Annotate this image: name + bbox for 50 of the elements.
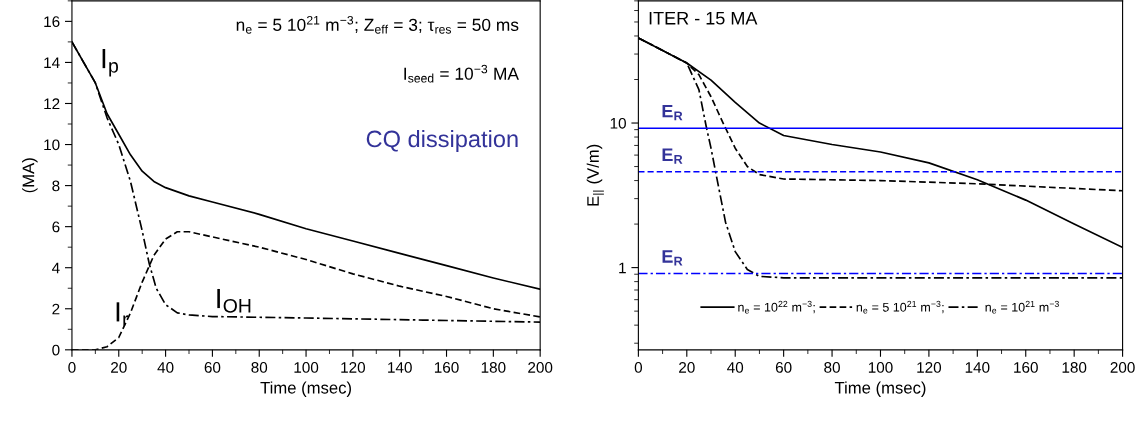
ref-line-label: E$_{R}$ <box>662 148 683 164</box>
x-tick-label: 40 <box>157 362 174 373</box>
series-label: I$_{r}$ <box>116 302 129 326</box>
x-tick-label: 0 <box>634 362 643 373</box>
legend-label: n$_{e}$ = 10$^{22}$ m$^{−3}$; <box>738 300 815 314</box>
legend-label: n$_{e}$ = 10$^{21}$ m$^{−3}$ <box>985 300 1059 314</box>
x-axis-title: Time (msec) <box>260 381 351 397</box>
series-label: I$_{p}$ <box>102 49 119 77</box>
y-tick-label: 10 <box>610 117 626 129</box>
x-tick-label: 80 <box>251 362 268 373</box>
annotation: CQ dissipation <box>366 129 518 152</box>
y-tick-label: 12 <box>44 98 60 110</box>
x-tick-label: 180 <box>1062 362 1087 373</box>
y-tick-label: 4 <box>52 262 60 274</box>
x-tick-label: 0 <box>68 362 76 373</box>
y-axis-title: (MA) <box>22 158 38 193</box>
y-tick-label: 0 <box>52 344 60 356</box>
y-tick-label: 14 <box>44 57 60 68</box>
x-tick-label: 160 <box>1014 362 1038 373</box>
text: n$_{e}$ = 5 10$^{21}$ m$^{−3}$; Z$_{eff}$ = 3; τ$_{res}$ = 50 ms <box>236 15 519 34</box>
x-tick-label: 120 <box>917 362 942 373</box>
annotation: ITER - 15 MA <box>649 11 758 25</box>
legend-label: n$_{e}$ = 5 10$^{21}$ m$^{−3}$; <box>856 300 944 314</box>
y-tick-label: 6 <box>52 221 60 233</box>
x-tick-label: 200 <box>1110 362 1135 373</box>
y-tick-label: 8 <box>52 180 60 192</box>
series-label: I$_{OH}$ <box>217 288 251 313</box>
x-tick-label: 200 <box>528 362 553 373</box>
x-tick-label: 140 <box>388 362 412 373</box>
y-axis-title: E$_{||}$ (V/m) <box>586 144 604 206</box>
x-tick-label: 120 <box>341 362 366 373</box>
x-tick-label: 180 <box>481 362 506 373</box>
x-tick-label: 140 <box>965 362 990 373</box>
x-tick-label: 20 <box>111 362 127 373</box>
y-tick-label: 1 <box>619 262 626 274</box>
y-tick-label: 16 <box>44 16 60 28</box>
ref-line-label: E$_{R}$ <box>662 104 683 121</box>
y-tick-label: 2 <box>52 303 60 315</box>
x-tick-label: 60 <box>204 362 221 373</box>
x-tick-label: 60 <box>775 362 792 373</box>
ref-line-label: E$_{R}$ <box>662 250 683 266</box>
x-tick-label: 100 <box>294 362 319 373</box>
x-tick-label: 80 <box>824 362 840 373</box>
annotation: I$_{seed}$ = 10$^{−3}$ MA <box>404 64 519 83</box>
y-tick-label: 10 <box>44 139 60 151</box>
x-axis-title: Time (msec) <box>834 381 926 397</box>
x-tick-label: 40 <box>727 362 744 373</box>
x-tick-label: 20 <box>679 362 695 373</box>
x-tick-label: 100 <box>868 362 893 373</box>
x-tick-label: 160 <box>434 362 459 373</box>
